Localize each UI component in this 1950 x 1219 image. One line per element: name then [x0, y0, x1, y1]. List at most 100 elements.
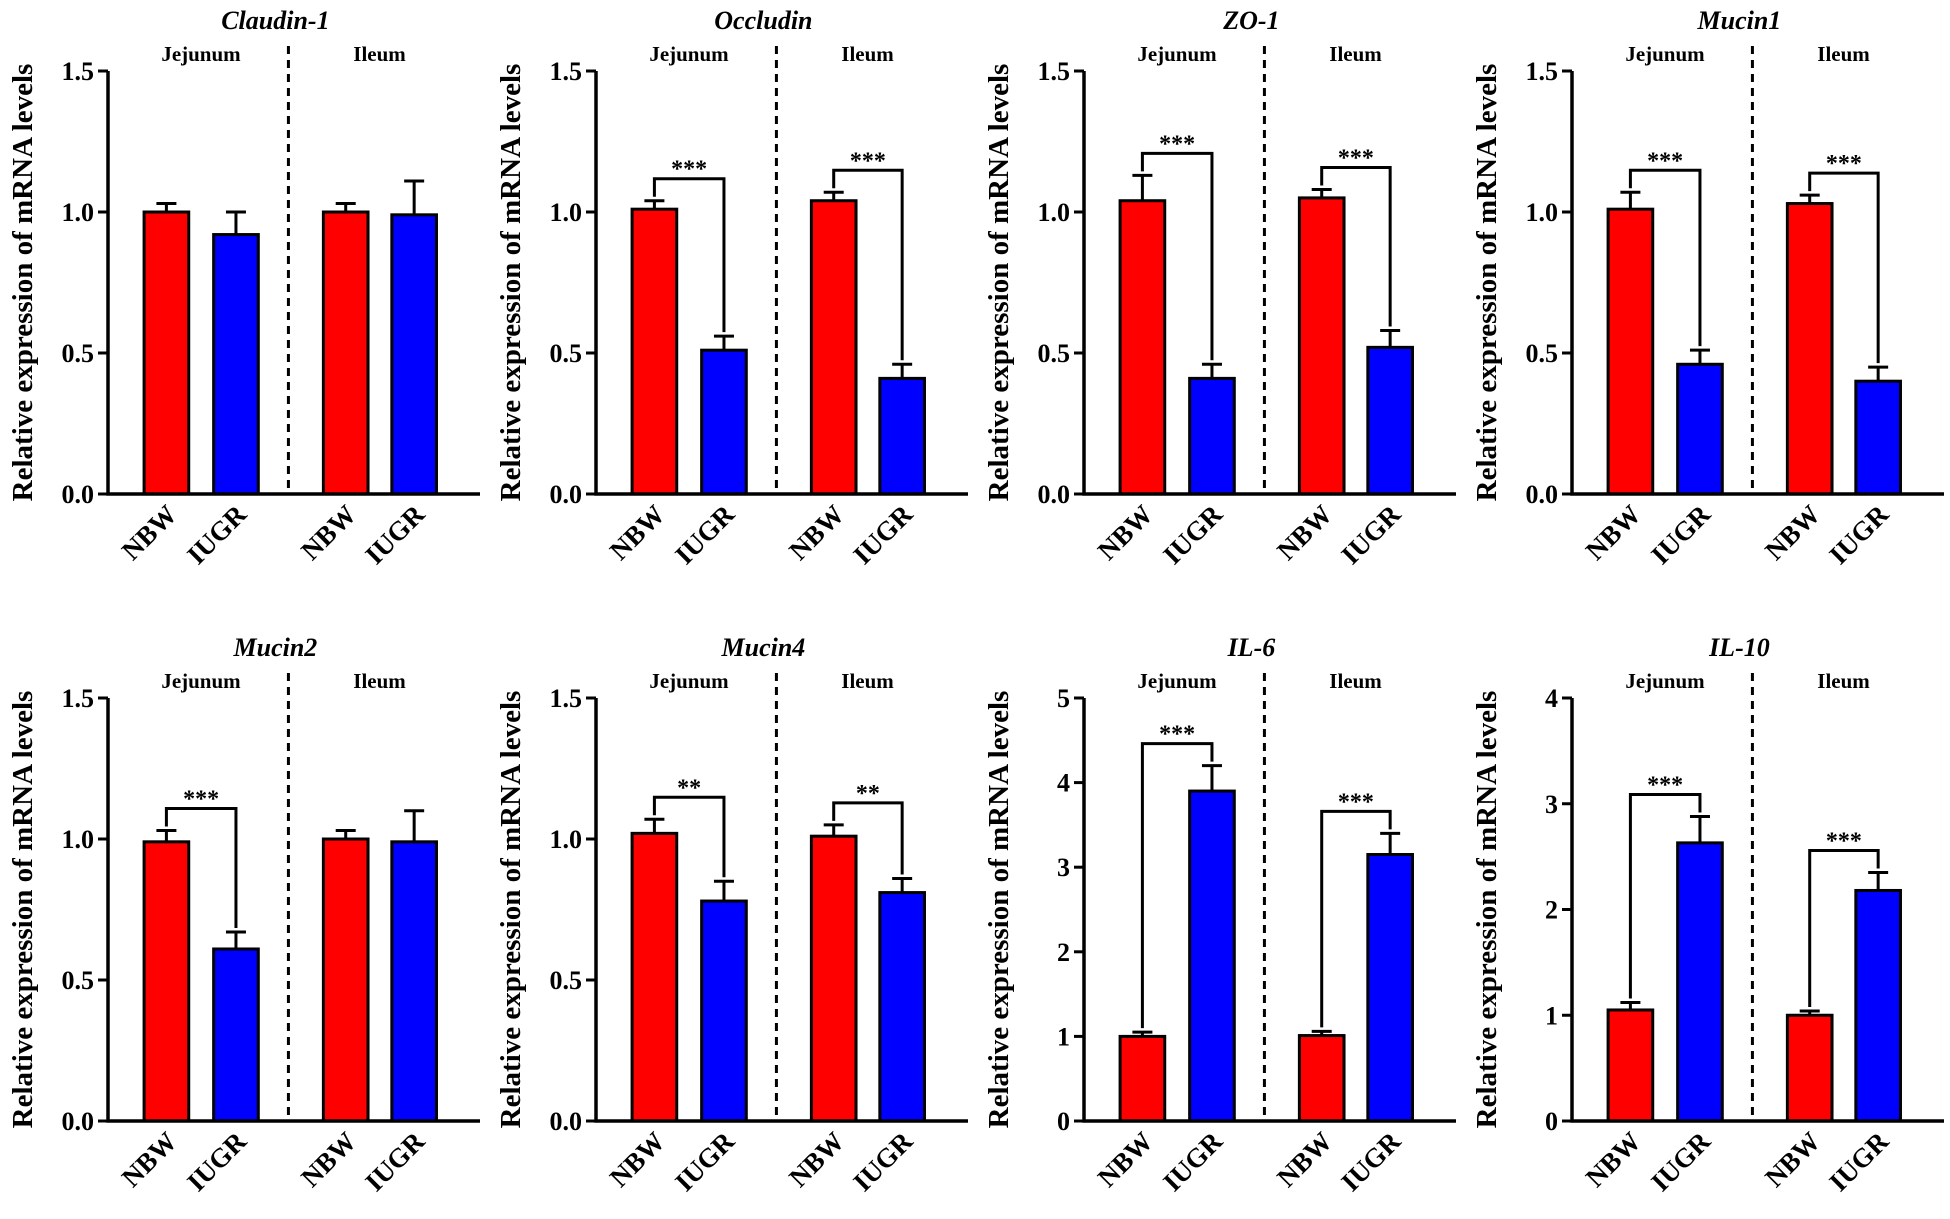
- significance-bracket: [832, 168, 904, 361]
- significance-label: ***: [1647, 148, 1683, 174]
- panel-title: Mucin4: [720, 633, 805, 662]
- x-tick-label: IUGR: [1157, 499, 1228, 570]
- y-tick-label: 1.0: [1038, 198, 1071, 227]
- y-tick-label: 0.0: [1526, 480, 1559, 509]
- group-label: Ileum: [841, 42, 894, 66]
- group-label: Jejunum: [1625, 669, 1705, 693]
- y-tick-label: 3: [1545, 790, 1558, 819]
- y-axis-label: Relative expression of mRNA levels: [1471, 64, 1503, 502]
- group-label: Ileum: [353, 669, 406, 693]
- bar: [878, 376, 926, 496]
- group-label: Jejunum: [1137, 669, 1217, 693]
- error-bar: [644, 199, 665, 210]
- bar: [1297, 196, 1346, 496]
- y-tick-label: 0.5: [1526, 339, 1559, 368]
- y-tick-label: 1.5: [1526, 57, 1559, 86]
- error-bar: [156, 829, 177, 842]
- error-bar: [1799, 1009, 1820, 1016]
- error-bar: [335, 829, 356, 839]
- y-tick-label: 1.0: [550, 198, 583, 227]
- y-tick-label: 5: [1057, 684, 1070, 713]
- panel: Occludin Relative expression of mRNA leve…: [495, 6, 968, 570]
- error-bar: [1380, 328, 1401, 348]
- significance-label: **: [856, 781, 880, 807]
- bar: [700, 899, 748, 1123]
- bar: [1854, 888, 1902, 1123]
- bar: [630, 831, 679, 1123]
- bar: [321, 210, 370, 496]
- y-axis-label: Relative expression of mRNA levels: [1471, 691, 1503, 1129]
- group-label: Jejunum: [1137, 42, 1217, 66]
- group-label: Ileum: [1817, 669, 1870, 693]
- bar: [700, 348, 748, 496]
- error-bar: [1201, 362, 1222, 379]
- bar: [212, 233, 260, 496]
- axes: [1570, 71, 1944, 496]
- panel: IL-6 Relative expression of mRNA levels Je…: [983, 633, 1456, 1197]
- x-tick-label: NBW: [295, 1126, 362, 1193]
- y-tick-label: 1.5: [550, 684, 583, 713]
- y-tick-label: 0.0: [62, 1107, 95, 1136]
- y-tick-label: 0.5: [62, 966, 95, 995]
- x-tick-label: NBW: [1580, 499, 1647, 566]
- panel: ZO-1 Relative expression of mRNA levels Je…: [983, 6, 1456, 570]
- y-tick-label: 3: [1057, 853, 1070, 882]
- y-tick-label: 4: [1057, 769, 1070, 798]
- x-tick-label: NBW: [1092, 499, 1159, 566]
- x-tick-label: IUGR: [1645, 1126, 1716, 1197]
- error-bar: [404, 809, 425, 842]
- bar: [1118, 1034, 1167, 1123]
- bar: [142, 210, 191, 496]
- significance-label: **: [677, 775, 701, 801]
- axes: [594, 698, 968, 1123]
- axes: [106, 698, 480, 1123]
- panel: Mucin4 Relative expression of mRNA levels…: [495, 633, 968, 1197]
- y-tick-label: 1.0: [62, 198, 95, 227]
- bar: [809, 834, 858, 1123]
- significance-label: ***: [850, 148, 886, 174]
- bar: [1676, 362, 1724, 496]
- bar: [1366, 345, 1414, 496]
- significance-bracket: [1140, 151, 1214, 361]
- x-tick-label: NBW: [116, 1126, 183, 1193]
- error-bar: [892, 876, 913, 893]
- significance-bracket: [1808, 848, 1880, 1008]
- x-tick-label: IUGR: [1823, 1126, 1894, 1197]
- bar: [321, 837, 370, 1123]
- x-tick-label: IUGR: [669, 1126, 740, 1197]
- significance-label: ***: [183, 787, 219, 813]
- group-label: Ileum: [1329, 42, 1382, 66]
- y-tick-label: 1.5: [62, 684, 95, 713]
- error-bar: [644, 817, 665, 834]
- x-tick-label: IUGR: [1645, 499, 1716, 570]
- significance-label: ***: [1159, 131, 1195, 157]
- bar: [630, 207, 679, 496]
- group-label: Ileum: [1817, 42, 1870, 66]
- axes: [594, 71, 968, 496]
- error-bar: [1868, 870, 1889, 891]
- axes: [106, 71, 480, 496]
- x-tick-label: IUGR: [359, 499, 430, 570]
- y-tick-label: 0.5: [1038, 339, 1071, 368]
- y-tick-label: 0.0: [550, 1107, 583, 1136]
- error-bar: [1311, 1029, 1332, 1036]
- y-tick-label: 0.0: [1038, 480, 1071, 509]
- panel-title: Occludin: [714, 6, 812, 35]
- bar: [1854, 379, 1902, 496]
- error-bar: [404, 179, 425, 215]
- axes: [1082, 698, 1456, 1123]
- error-bar: [713, 334, 734, 351]
- x-tick-label: NBW: [604, 1126, 671, 1193]
- bar: [1188, 789, 1236, 1123]
- bar: [1606, 207, 1655, 496]
- bar: [1118, 199, 1167, 496]
- y-axis-label: Relative expression of mRNA levels: [495, 64, 527, 502]
- error-bar: [335, 202, 356, 212]
- panel: Mucin2 Relative expression of mRNA levels…: [7, 633, 480, 1197]
- bar: [390, 213, 438, 496]
- error-bar: [892, 362, 913, 379]
- group-label: Ileum: [1329, 669, 1382, 693]
- x-tick-label: NBW: [1271, 499, 1338, 566]
- bar: [878, 891, 926, 1123]
- y-tick-label: 2: [1545, 896, 1558, 925]
